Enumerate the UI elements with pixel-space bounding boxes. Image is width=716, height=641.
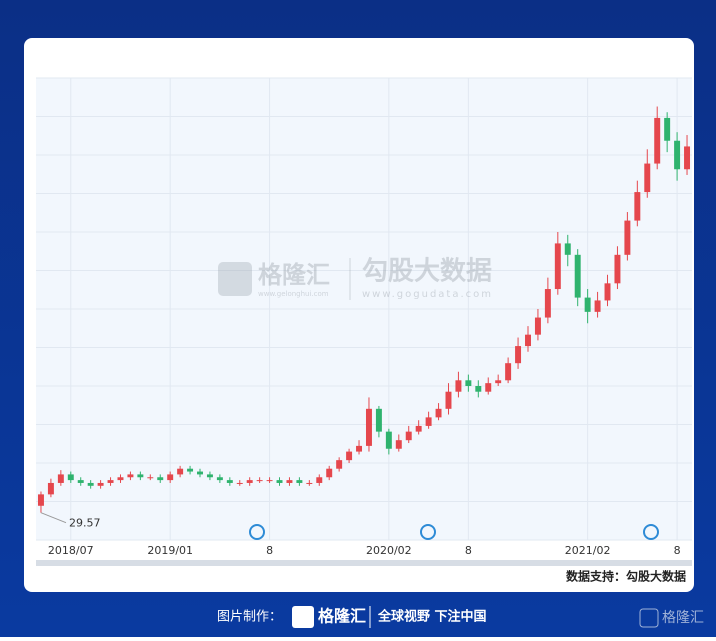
- candle-body: [365, 408, 372, 446]
- watermark-brand: 格隆汇: [258, 261, 330, 289]
- candle-body: [286, 480, 293, 483]
- candle-body: [544, 289, 551, 318]
- footer-brand: 格隆汇: [318, 607, 366, 626]
- candle-body: [375, 408, 382, 432]
- event-marker[interactable]: [643, 524, 659, 540]
- watermark-partner-url: www.gogudata.com: [362, 289, 493, 300]
- watermark: 格隆汇 www.gelonghui.com 勾股大数据 www.gogudata…: [218, 257, 493, 300]
- logo-icon: [218, 262, 252, 296]
- candle-body: [47, 482, 54, 495]
- candle-body: [37, 494, 44, 506]
- candle-body: [445, 391, 452, 409]
- low-pointer: [40, 512, 67, 524]
- candle-body: [137, 474, 144, 478]
- candle-body: [554, 243, 561, 290]
- candle-body: [306, 482, 313, 484]
- x-tick-label: 8: [674, 544, 681, 557]
- watermark-partner: 勾股大数据: [362, 257, 492, 287]
- candle-body: [326, 468, 333, 478]
- candle-body: [634, 192, 641, 221]
- event-marker[interactable]: [249, 524, 265, 540]
- candle-body: [664, 117, 671, 141]
- footer: 图片制作： 格隆汇 全球视野 下注中国 格隆汇: [217, 606, 704, 628]
- candle-body: [356, 445, 363, 452]
- candle-body: [226, 480, 233, 483]
- candle-body: [266, 480, 273, 482]
- candle-body: [525, 334, 531, 347]
- candle-body: [296, 480, 303, 483]
- candle-body: [425, 417, 432, 426]
- candle-body: [435, 408, 442, 418]
- footer-made-by: 图片制作：: [217, 610, 282, 625]
- candle-body: [57, 474, 64, 483]
- candle-body: [584, 297, 591, 312]
- candle-body: [594, 300, 601, 312]
- candle-body: [256, 480, 263, 482]
- x-tick-label: 2018/07: [48, 544, 94, 557]
- candle-body: [107, 480, 114, 483]
- candle-body: [67, 474, 74, 481]
- candle-body: [127, 474, 134, 478]
- event-marker[interactable]: [420, 524, 436, 540]
- candle-body: [97, 482, 104, 486]
- candle-body: [316, 477, 323, 483]
- corner-brand: 格隆汇: [662, 610, 704, 626]
- candle-body: [684, 146, 691, 170]
- x-tick-label: 2019/01: [147, 544, 193, 557]
- footer-logo: [292, 606, 314, 628]
- source: 数据支持：勾股大数据: [566, 569, 686, 584]
- corner-logo: [639, 608, 659, 628]
- candle-body: [654, 117, 661, 164]
- watermark-url: www.gelonghui.com: [258, 290, 329, 298]
- candle-body: [117, 477, 124, 481]
- candle-body: [515, 346, 522, 364]
- candle-body: [346, 451, 353, 461]
- candle-body: [564, 243, 571, 255]
- grid: [36, 77, 692, 541]
- scrollbar[interactable]: [36, 560, 692, 566]
- candle-body: [674, 140, 681, 170]
- candle-body: [624, 220, 631, 255]
- x-tick-label: 2021/02: [565, 544, 611, 557]
- candle-body: [534, 317, 541, 335]
- candle-body: [644, 163, 651, 193]
- candle-body: [276, 480, 283, 483]
- candle-body: [604, 283, 611, 301]
- candle-body: [475, 386, 482, 392]
- candle-body: [455, 380, 462, 392]
- candle-body: [77, 480, 84, 483]
- candle-body: [236, 482, 243, 484]
- candle-body: [385, 431, 392, 449]
- x-tick-label: 2020/02: [366, 544, 412, 557]
- x-tick-label: 8: [266, 544, 273, 557]
- candle-body: [147, 477, 154, 479]
- candle-body: [614, 254, 621, 284]
- candles: 29.57: [37, 106, 691, 530]
- candle-body: [187, 468, 194, 472]
- candle-body: [505, 363, 512, 381]
- candle-body: [405, 431, 412, 441]
- low-label: 29.57: [69, 517, 101, 530]
- footer-slogan: 全球视野 下注中国: [377, 609, 487, 625]
- candle-body: [465, 380, 472, 386]
- candle-body: [206, 474, 213, 478]
- candle-body: [415, 425, 422, 432]
- candle-body: [87, 482, 94, 486]
- candle-body: [246, 480, 253, 483]
- candle-body: [495, 380, 502, 384]
- candle-body: [216, 477, 223, 481]
- candle-body: [395, 440, 402, 449]
- candle-body: [177, 468, 184, 475]
- x-tick-label: 8: [465, 544, 472, 557]
- candle-body: [167, 474, 174, 481]
- event-markers: [249, 524, 659, 540]
- candle-body: [485, 383, 492, 392]
- candle-body: [336, 460, 343, 469]
- candle-body: [197, 471, 203, 475]
- candle-body: [574, 254, 581, 298]
- candle-body: [157, 477, 164, 481]
